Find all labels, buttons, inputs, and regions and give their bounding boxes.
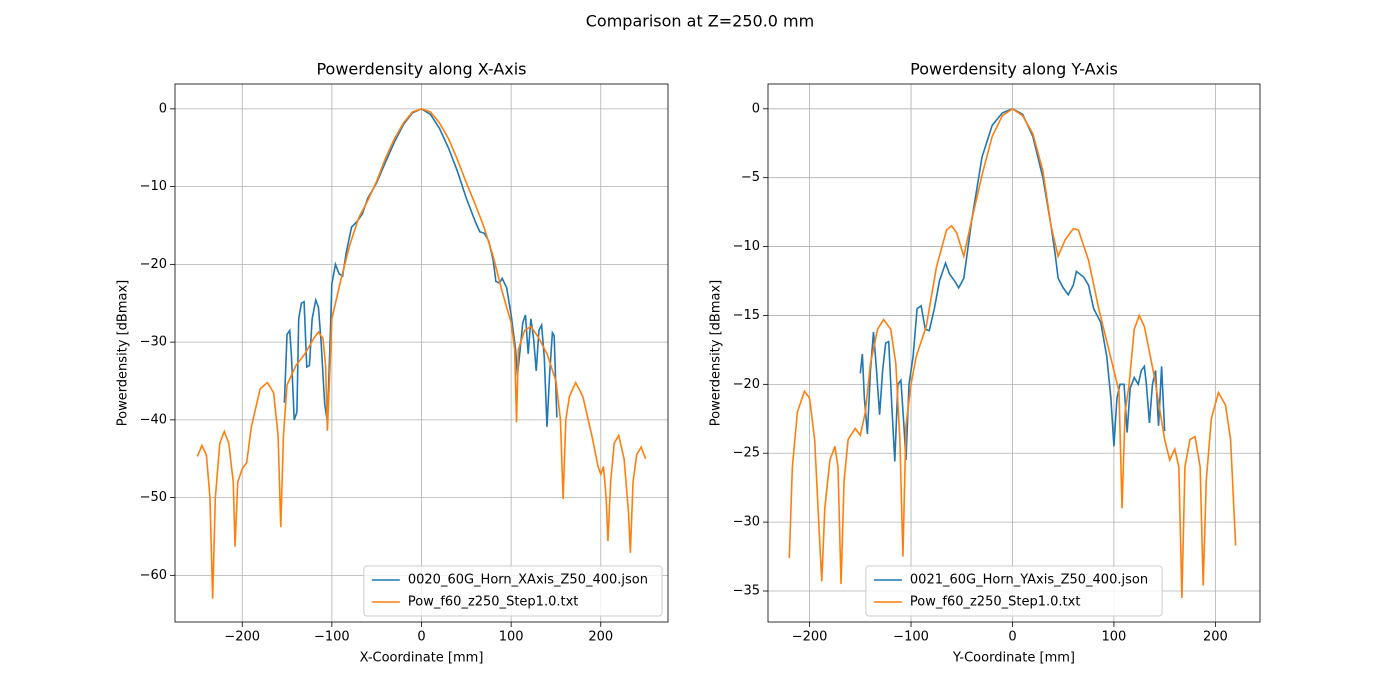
x-axis-label: Y-Coordinate [mm]	[952, 651, 1075, 666]
y-tick-label: −20	[733, 377, 760, 392]
legend-label: 0020_60G_Horn_XAxis_Z50_400.json	[408, 573, 648, 588]
y-axis-label: Powerdensity [dBmax]	[709, 280, 724, 427]
y-tick-label: −60	[140, 568, 167, 583]
y-tick-label: −50	[140, 490, 167, 505]
data-line	[196, 108, 647, 599]
data-line	[788, 107, 1237, 598]
y-tick-label: −25	[733, 446, 760, 461]
x-tick-label: 200	[588, 630, 613, 645]
axes-frame	[767, 83, 1261, 623]
x-tick-label: 0	[417, 630, 425, 645]
data-line	[859, 107, 1166, 462]
x-tick-label: −100	[314, 630, 350, 645]
y-tick-label: 0	[159, 101, 167, 116]
x-tick-label: 0	[1008, 630, 1016, 645]
legend: 0021_60G_Horn_YAxis_Z50_400.json Pow_f60_…	[865, 565, 1163, 617]
x-tick-label: 100	[1102, 630, 1127, 645]
x-tick-label: −200	[224, 630, 260, 645]
legend-label: 0021_60G_Horn_YAxis_Z50_400.json	[910, 573, 1148, 588]
y-tick-label: −40	[140, 412, 167, 427]
y-tick-label: −15	[733, 308, 760, 323]
axes-title: Powerdensity along Y-Axis	[910, 60, 1118, 79]
y-tick-label: −10	[140, 179, 167, 194]
y-tick-label: 0	[752, 101, 760, 116]
x-tick-label: 100	[499, 630, 524, 645]
y-tick-label: −20	[140, 257, 167, 272]
y-tick-label: −5	[741, 170, 760, 185]
x-axis-label: X-Coordinate [mm]	[360, 651, 484, 666]
legend-label: Pow_f60_z250_Step1.0.txt	[910, 595, 1081, 610]
y-tick-label: −10	[733, 239, 760, 254]
y-tick-label: −30	[140, 335, 167, 350]
x-tick-label: −100	[893, 630, 929, 645]
x-tick-label: −200	[792, 630, 828, 645]
axes-title: Powerdensity along X-Axis	[316, 60, 526, 79]
figure-title: Comparison at Z=250.0 mm	[586, 12, 814, 31]
y-axis-label: Powerdensity [dBmax]	[116, 280, 131, 427]
legend-box	[865, 565, 1163, 617]
y-tick-label: −30	[733, 515, 760, 530]
legend-label: Pow_f60_z250_Step1.0.txt	[408, 595, 579, 610]
y-tick-label: −35	[733, 584, 760, 599]
legend-box	[363, 565, 663, 617]
axes-frame	[174, 83, 669, 623]
x-tick-label: 200	[1203, 630, 1228, 645]
legend: 0020_60G_Horn_XAxis_Z50_400.json Pow_f60_…	[363, 565, 663, 617]
